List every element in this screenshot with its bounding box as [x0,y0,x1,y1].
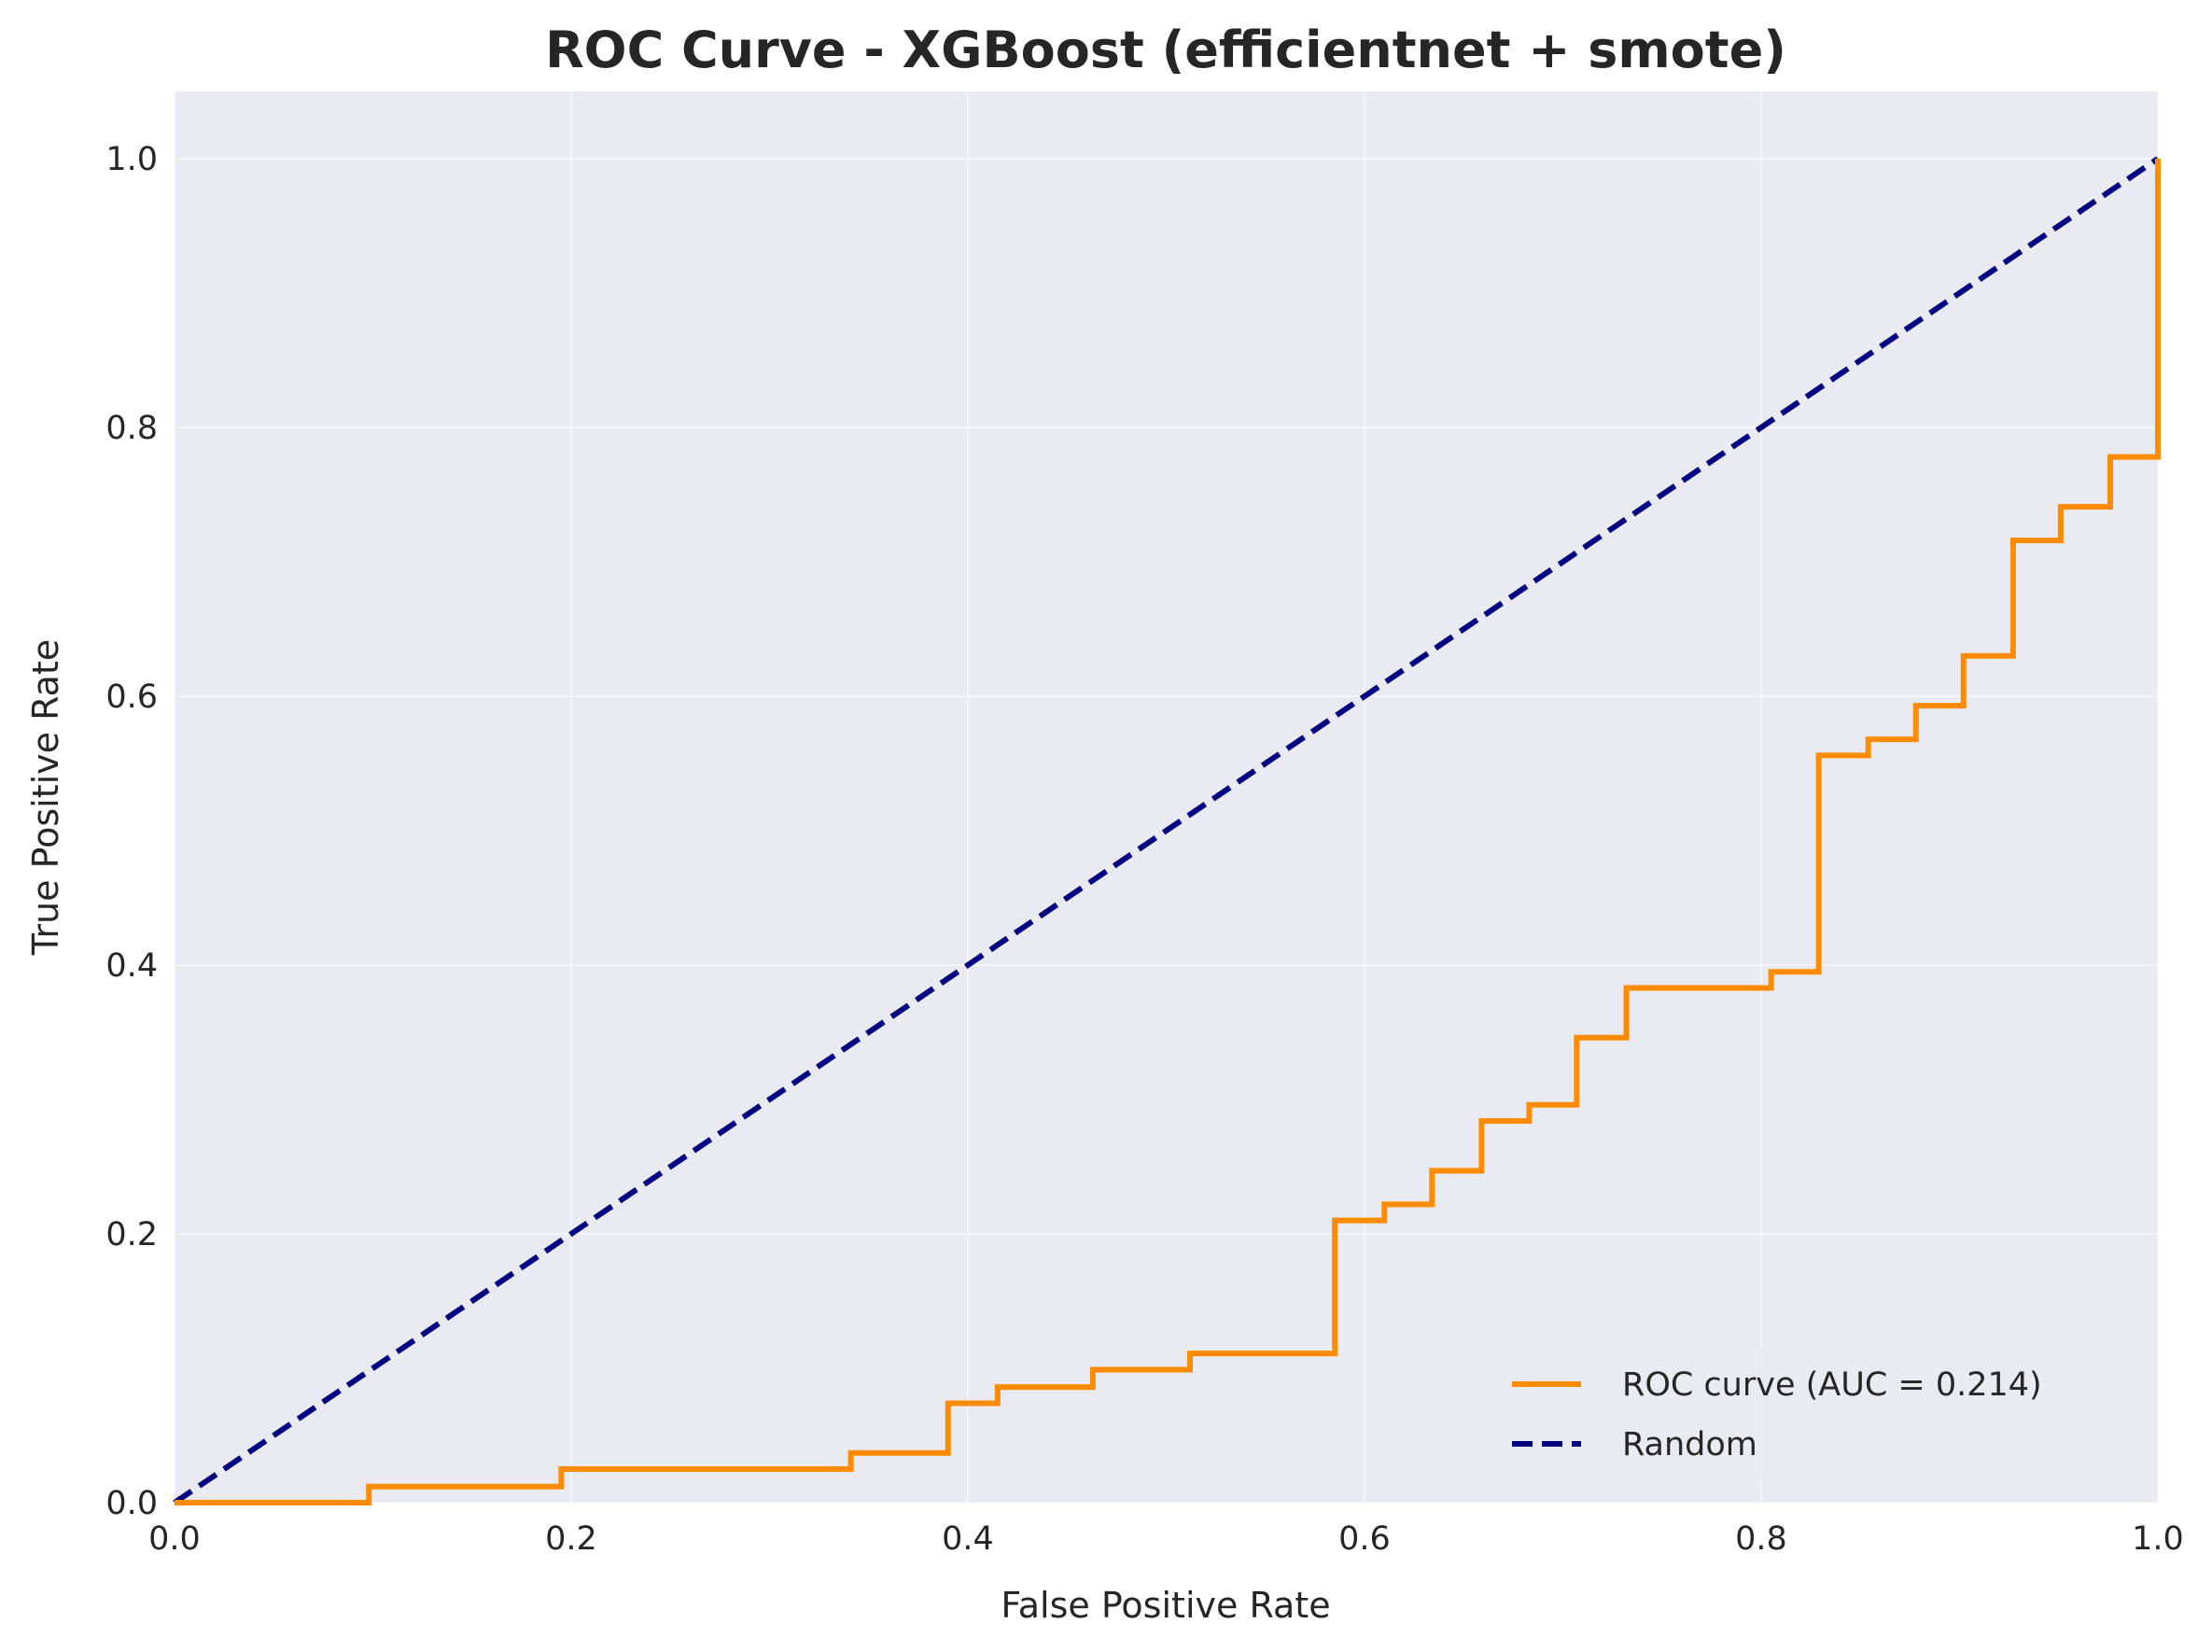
legend: ROC curve (AUC = 0.214) Random [1493,1347,2147,1481]
y-tick-label: 0.4 [105,947,158,985]
y-tick-label: 0.8 [105,410,158,447]
x-tick-label: 0.0 [148,1520,201,1558]
legend-box [1493,1347,2147,1481]
x-tick-label: 0.8 [1735,1520,1787,1558]
random-baseline-line [173,156,2160,1505]
x-tick-label: 0.4 [942,1520,994,1558]
legend-entry-label: Random [1622,1426,1757,1463]
y-tick-label: 0.6 [105,679,158,716]
y-tick-label: 1.0 [105,141,158,178]
tick-labels: 0.0 0.2 0.4 0.6 0.8 1.0 0.0 0.2 0.4 0.6 0.8 1.0 [105,141,2184,1558]
y-tick-label: 0.2 [105,1216,158,1253]
legend-entry-label: ROC curve (AUC = 0.214) [1622,1366,2042,1404]
x-tick-label: 0.2 [545,1520,597,1558]
plot-background [175,91,2158,1503]
roc-curve-line [175,159,2161,1505]
y-axis-label: True Positive Rate [25,639,66,957]
x-tick-label: 1.0 [2132,1520,2184,1558]
series-layer [173,156,2161,1505]
x-axis-label: False Positive Rate [1001,1585,1330,1626]
x-tick-label: 0.6 [1338,1520,1391,1558]
chart-title: ROC Curve - XGBoost (efficientnet + smot… [545,21,1786,79]
y-tick-label: 0.0 [105,1485,158,1522]
